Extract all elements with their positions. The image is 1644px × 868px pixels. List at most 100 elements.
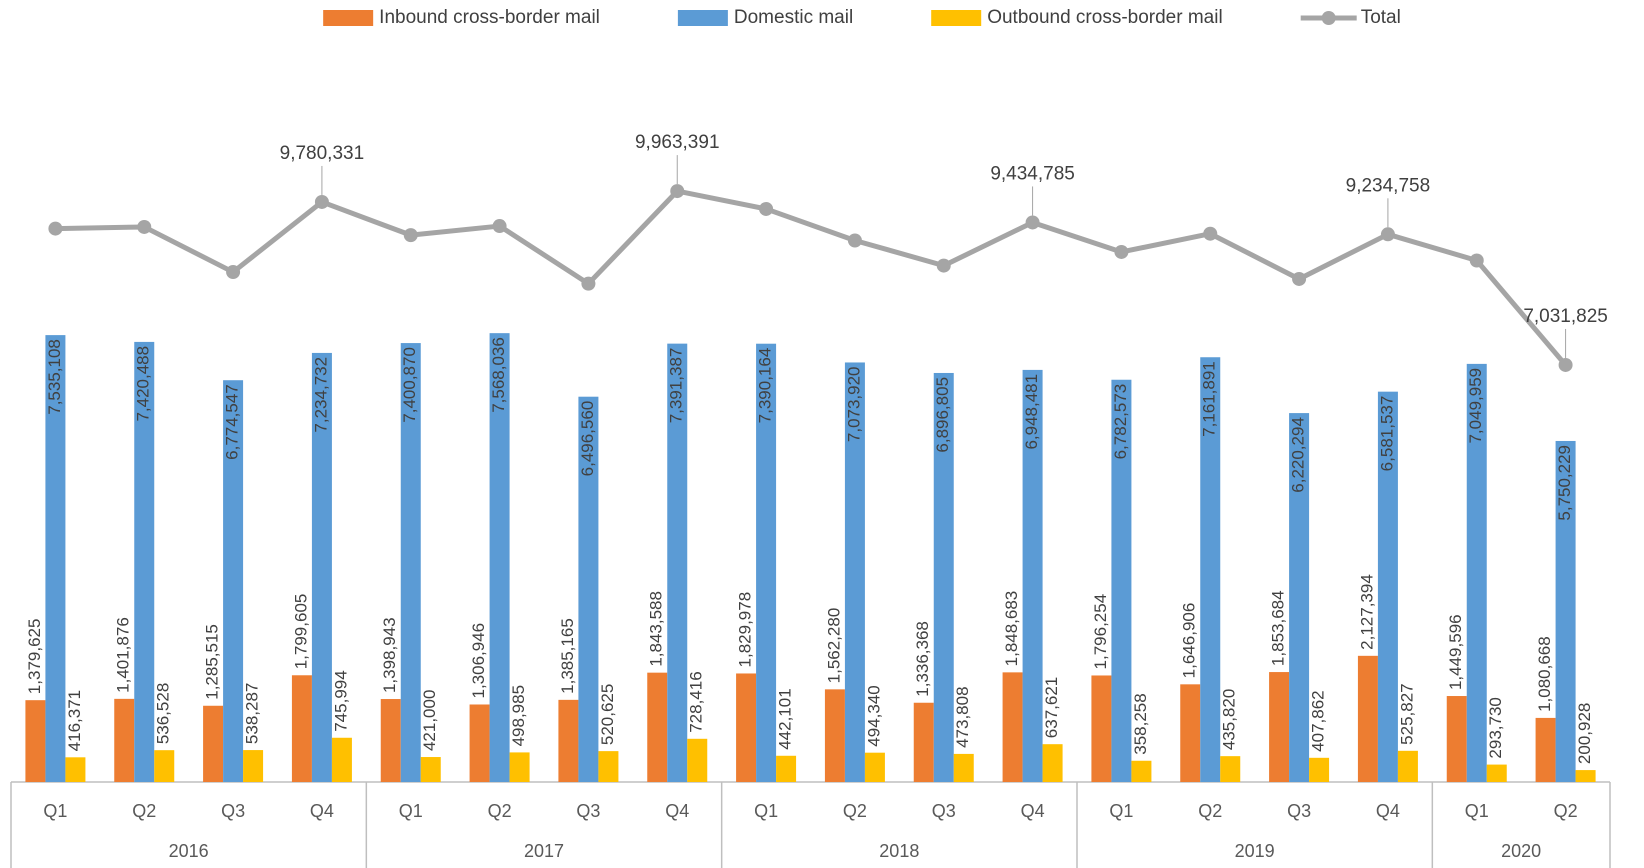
legend-swatch <box>931 10 982 26</box>
bar <box>134 341 155 782</box>
bar <box>1377 391 1398 782</box>
line-marker <box>1558 357 1573 372</box>
data-label: 728,416 <box>687 671 706 732</box>
legend-swatch <box>1321 11 1336 25</box>
data-label: 7,568,036 <box>489 337 508 413</box>
data-label: 1,853,684 <box>1269 590 1288 666</box>
data-label: 1,646,906 <box>1180 603 1199 679</box>
data-label: 7,073,920 <box>844 366 863 442</box>
bar <box>1446 696 1467 782</box>
data-label: 1,449,596 <box>1446 614 1465 690</box>
bar <box>291 675 312 782</box>
bar <box>311 352 332 782</box>
data-label: 9,963,391 <box>635 132 720 153</box>
data-label: 2,127,394 <box>1357 574 1376 650</box>
x-tick-label: Q2 <box>488 801 512 821</box>
bar <box>598 751 619 782</box>
x-tick-label: Q2 <box>843 801 867 821</box>
data-label: 6,782,573 <box>1111 384 1130 460</box>
group-label: 2017 <box>524 841 564 861</box>
data-label: 520,625 <box>598 684 617 745</box>
line-marker <box>1203 226 1218 241</box>
legend: Inbound cross-border mail Domestic mail Ou… <box>323 7 1401 28</box>
bar <box>1022 369 1043 782</box>
data-label: 1,306,946 <box>469 623 488 699</box>
data-label: 1,285,515 <box>203 624 222 700</box>
line <box>55 188 1568 367</box>
bar <box>45 335 66 782</box>
bar <box>331 737 352 782</box>
bar <box>1269 672 1290 782</box>
bar <box>933 372 954 782</box>
data-label: 7,400,870 <box>400 347 419 423</box>
x-tick-label: Q1 <box>43 801 67 821</box>
group-label: 2018 <box>879 841 919 861</box>
x-tick-label: Q2 <box>132 801 156 821</box>
legend-item: Inbound cross-border mail <box>323 7 600 28</box>
bar <box>420 757 441 782</box>
data-label: 498,985 <box>509 685 528 746</box>
bar <box>1111 379 1132 782</box>
bar <box>844 362 865 782</box>
data-label: 6,896,805 <box>933 377 952 453</box>
data-label: 1,843,588 <box>647 591 666 667</box>
line-marker <box>403 228 418 243</box>
bar <box>1466 363 1487 782</box>
bar <box>913 702 934 782</box>
bar <box>1357 655 1378 782</box>
x-tick-label: Q4 <box>1376 801 1400 821</box>
legend-label: Domestic mail <box>734 7 853 28</box>
line-marker <box>1380 227 1395 242</box>
data-label: 7,391,387 <box>667 348 686 424</box>
legend-swatch <box>323 10 374 26</box>
data-label: 6,948,481 <box>1022 374 1041 450</box>
data-label: 1,796,254 <box>1091 594 1110 670</box>
line-marker <box>226 265 241 280</box>
bar <box>953 753 974 782</box>
data-label: 1,080,668 <box>1535 636 1554 712</box>
bar <box>223 380 244 782</box>
data-label: 6,774,547 <box>223 384 242 460</box>
data-label: 358,258 <box>1131 693 1150 754</box>
line-marker <box>847 233 862 248</box>
x-tick-label: Q3 <box>932 801 956 821</box>
data-label: 1,799,605 <box>291 594 310 670</box>
bar <box>1180 684 1201 782</box>
bar <box>558 699 579 782</box>
bar <box>647 672 668 782</box>
bar <box>489 333 510 782</box>
x-tick-label: Q4 <box>665 801 689 821</box>
data-label: 1,562,280 <box>824 608 843 684</box>
group-label: 2016 <box>169 841 209 861</box>
x-tick-label: Q3 <box>576 801 600 821</box>
group-label: 2020 <box>1501 841 1541 861</box>
bar <box>776 755 797 782</box>
line-marker <box>670 184 685 199</box>
bar <box>1200 357 1221 782</box>
bar <box>756 343 777 782</box>
bar <box>469 704 490 782</box>
bar <box>578 396 599 782</box>
bar <box>1002 672 1023 782</box>
line-marker <box>1292 271 1307 286</box>
x-tick-label: Q1 <box>754 801 778 821</box>
x-tick-label: Q1 <box>1465 801 1489 821</box>
data-label: 6,220,294 <box>1289 417 1308 493</box>
line-marker <box>1469 253 1484 268</box>
bar <box>1486 764 1507 782</box>
line-marker <box>936 258 951 273</box>
data-label: 9,780,331 <box>280 143 365 164</box>
data-label: 6,581,537 <box>1377 396 1396 472</box>
bar <box>203 705 224 782</box>
data-label: 1,379,625 <box>25 619 44 695</box>
data-label: 421,000 <box>420 690 439 751</box>
data-label: 473,808 <box>953 686 972 747</box>
x-tick-label: Q1 <box>1109 801 1133 821</box>
data-label: 7,390,164 <box>756 348 775 424</box>
data-label: 416,371 <box>65 690 84 751</box>
data-label: 1,829,978 <box>736 592 755 668</box>
data-label: 7,031,825 <box>1523 306 1608 327</box>
bar <box>736 673 757 782</box>
line-marker <box>581 276 596 291</box>
